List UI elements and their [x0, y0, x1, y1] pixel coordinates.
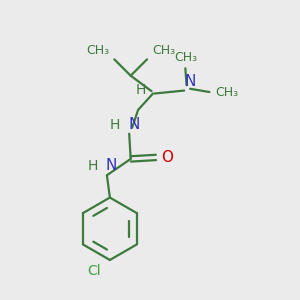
Text: CH₃: CH₃	[215, 85, 238, 98]
Text: H: H	[109, 118, 120, 132]
Text: O: O	[161, 150, 173, 165]
Text: Cl: Cl	[87, 264, 101, 278]
Text: N: N	[185, 74, 196, 89]
Text: CH₃: CH₃	[86, 44, 109, 57]
Text: N: N	[128, 117, 140, 132]
Text: H: H	[136, 83, 146, 97]
Text: N: N	[105, 158, 117, 173]
Text: CH₃: CH₃	[174, 51, 197, 64]
Text: H: H	[88, 159, 98, 173]
Text: CH₃: CH₃	[152, 44, 176, 57]
